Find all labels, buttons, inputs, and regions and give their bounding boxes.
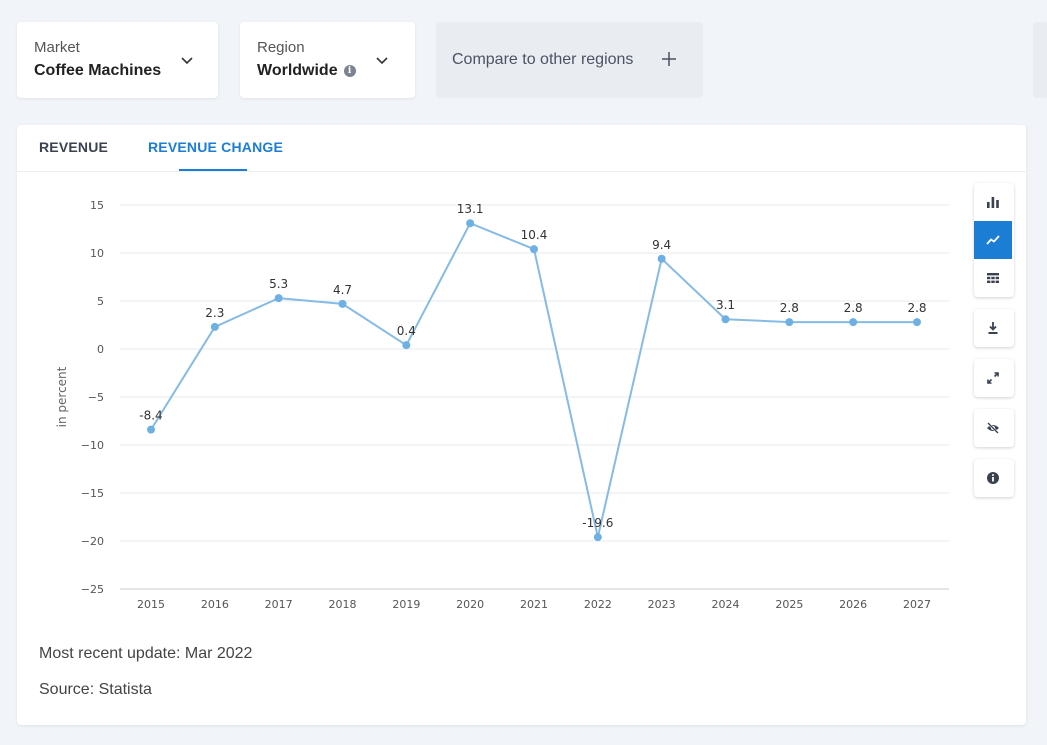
line-chart-icon (986, 235, 1000, 245)
chart-panel: REVENUE REVENUE CHANGE 15 10 5 0 −5 −10 −15 −20… (17, 125, 1026, 725)
data-point (785, 318, 794, 327)
chevron-down-icon[interactable] (373, 52, 391, 70)
info-button[interactable] (974, 459, 1012, 497)
x-tick-label: 2016 (201, 598, 229, 611)
download-button[interactable] (974, 309, 1012, 347)
y-axis-label: in percent (55, 366, 69, 427)
x-tick-label: 2020 (456, 598, 484, 611)
download-icon (988, 322, 998, 334)
tab-revenue-change[interactable]: REVENUE CHANGE (148, 139, 284, 155)
data-label: 9.4 (652, 238, 671, 252)
data-point (849, 318, 858, 327)
tab-bar: REVENUE REVENUE CHANGE (17, 125, 1026, 172)
bar-chart-icon (987, 197, 999, 208)
expand-button[interactable] (974, 359, 1012, 397)
market-value: Coffee Machines (34, 62, 162, 79)
table-icon (987, 273, 999, 283)
data-label: 3.1 (716, 298, 735, 312)
region-value: Worldwide (257, 62, 338, 79)
update-note: Most recent update: Mar 2022 (39, 645, 253, 662)
data-label: 2.8 (844, 301, 863, 315)
chart-toolbar (974, 183, 1014, 509)
y-tick-label: −15 (81, 487, 104, 500)
expand-icon (987, 372, 999, 384)
tab-revenue[interactable]: REVENUE (39, 139, 109, 155)
line-chart-button[interactable] (974, 221, 1012, 259)
y-tick-label: 5 (97, 295, 104, 308)
compare-regions-button[interactable]: Compare to other regions (436, 22, 703, 98)
x-tick-label: 2018 (329, 598, 357, 611)
market-filter[interactable]: Market Coffee Machines (17, 22, 218, 98)
market-label: Market (34, 39, 80, 56)
y-tick-label: −20 (81, 535, 104, 548)
download-group (974, 309, 1014, 347)
data-label: 5.3 (269, 277, 288, 291)
x-tick-label: 2015 (137, 598, 165, 611)
data-point (402, 341, 411, 350)
data-point (721, 315, 730, 324)
x-tick-label: 2024 (712, 598, 740, 611)
data-label: 0.4 (397, 324, 416, 338)
x-tick-label: 2019 (392, 598, 420, 611)
info-icon[interactable]: i (343, 64, 356, 77)
data-point (466, 219, 475, 228)
y-tick-label: −5 (88, 391, 104, 404)
data-point (913, 318, 921, 327)
y-tick-label: −10 (81, 439, 104, 452)
hide-button[interactable] (974, 409, 1012, 447)
y-tick-label: −25 (81, 583, 104, 596)
data-point (338, 299, 347, 308)
region-filter[interactable]: Region Worldwide i (240, 22, 415, 98)
line-chart: 15 10 5 0 −5 −10 −15 −20 −25 in percent 2015 2016 20… (55, 199, 949, 611)
data-label: -19.6 (582, 516, 613, 530)
source-note: Source: Statista (39, 681, 152, 698)
chevron-down-icon[interactable] (178, 52, 196, 70)
active-tab-indicator (179, 169, 247, 171)
x-tick-label: 2023 (648, 598, 676, 611)
hide-icon (987, 422, 999, 434)
series-line (150, 221, 917, 538)
x-tick-label: 2022 (584, 598, 612, 611)
data-point (593, 533, 602, 542)
data-point (210, 322, 219, 331)
table-button[interactable] (974, 259, 1012, 297)
bar-chart-button[interactable] (974, 183, 1012, 221)
x-tick-label: 2026 (839, 598, 867, 611)
info-group (974, 459, 1014, 497)
data-label: 2.3 (205, 306, 224, 320)
expand-group (974, 359, 1014, 397)
region-value-wrap: Worldwide i (257, 62, 356, 80)
data-label: 4.7 (333, 283, 352, 297)
data-point (147, 425, 155, 434)
data-label: 2.8 (907, 301, 926, 315)
data-label: 2.8 (780, 301, 799, 315)
y-tick-label: 15 (90, 199, 104, 212)
data-point (274, 294, 283, 303)
x-tick-label: 2017 (265, 598, 293, 611)
filter-card-partial (1033, 22, 1047, 98)
region-label: Region (257, 39, 305, 56)
data-label: 10.4 (521, 228, 548, 242)
y-tick-label: 0 (97, 343, 104, 356)
data-point (657, 254, 666, 263)
plus-icon (662, 52, 676, 66)
chart-type-group (974, 183, 1014, 297)
data-point (530, 245, 538, 254)
x-tick-label: 2021 (520, 598, 548, 611)
compare-label: Compare to other regions (452, 51, 634, 68)
y-tick-label: 10 (90, 247, 104, 260)
x-tick-label: 2027 (903, 598, 931, 611)
data-label: -8.4 (139, 409, 162, 423)
info-icon (987, 472, 999, 484)
x-tick-label: 2025 (775, 598, 803, 611)
hide-group (974, 409, 1014, 447)
data-label: 13.1 (457, 202, 484, 216)
